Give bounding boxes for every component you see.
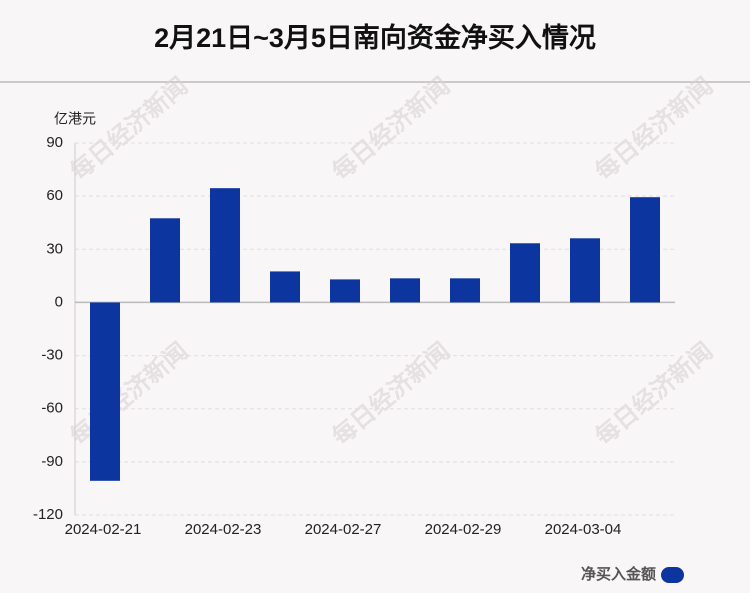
x-tick-label: 2024-02-23 <box>185 521 262 538</box>
legend-swatch <box>661 567 684 583</box>
y-tick-label: 0 <box>55 293 63 310</box>
x-tick-label: 2024-02-29 <box>425 521 502 538</box>
bar <box>570 238 600 303</box>
y-tick-label: -90 <box>41 453 63 470</box>
bar <box>450 278 480 303</box>
bar <box>210 188 240 303</box>
bar <box>90 302 120 481</box>
chart-title: 2月21日~3月5日南向资金净买入情况 <box>154 22 596 53</box>
bar <box>270 271 300 303</box>
bar <box>150 218 180 303</box>
bar <box>330 279 360 303</box>
bar <box>390 278 420 303</box>
x-tick-label: 2024-02-21 <box>65 521 142 538</box>
legend-label: 净买入金额 <box>581 565 656 583</box>
x-tick-label: 2024-03-04 <box>545 521 622 538</box>
bar <box>510 243 540 303</box>
x-tick-label: 2024-02-27 <box>305 521 382 538</box>
y-tick-label: -120 <box>33 506 63 523</box>
bar <box>630 197 660 303</box>
y-tick-label: -60 <box>41 400 63 417</box>
y-tick-label: 60 <box>46 187 63 204</box>
y-unit: 亿港元 <box>54 111 96 127</box>
y-tick-label: -30 <box>41 347 63 364</box>
y-tick-label: 90 <box>46 134 63 151</box>
y-tick-label: 30 <box>46 240 63 257</box>
